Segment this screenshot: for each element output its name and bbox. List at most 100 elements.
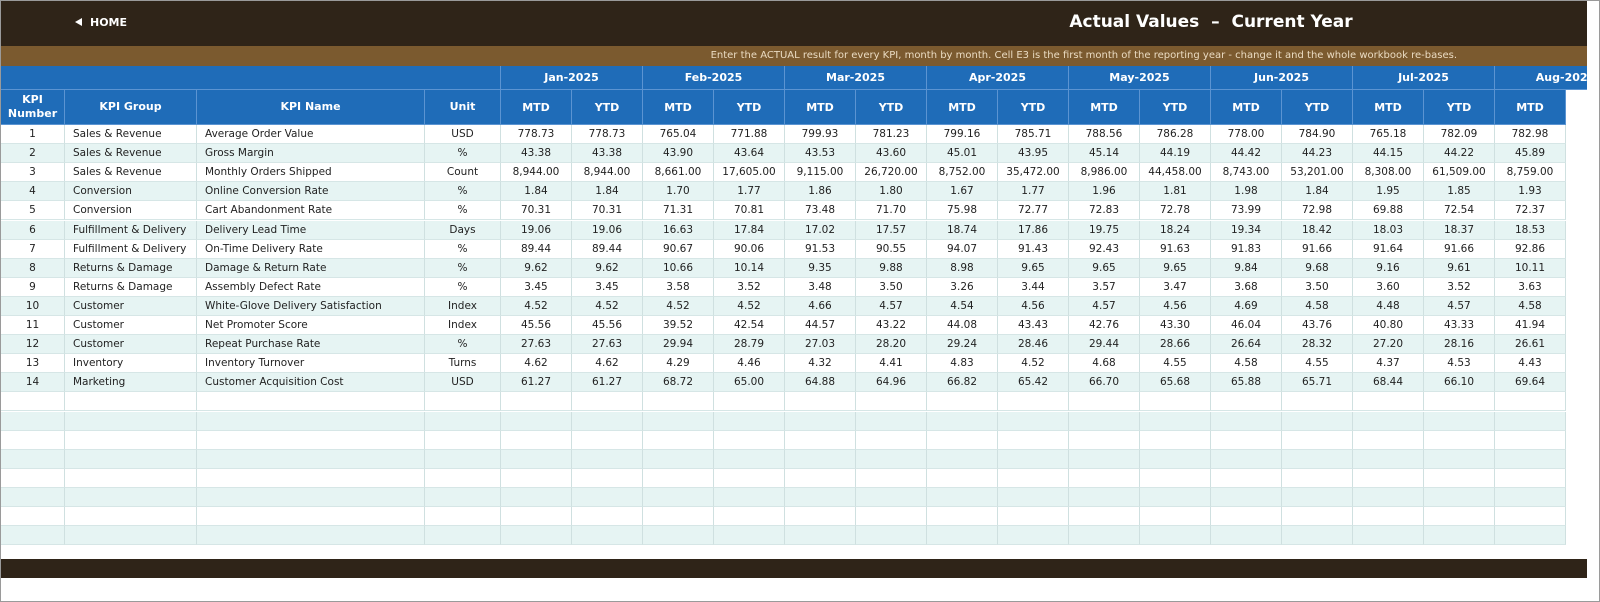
empty-cell [572, 487, 643, 507]
value-cell: 45.89 [1495, 144, 1566, 164]
value-cell: 765.04 [643, 125, 714, 145]
empty-cell [856, 526, 927, 546]
value-cell: 778.73 [501, 125, 572, 145]
home-button[interactable]: HOME [75, 16, 127, 29]
value-cell: 4.69 [1211, 296, 1282, 316]
value-cell: 72.37 [1495, 201, 1566, 221]
month-header: Aug-2025 [1495, 66, 1587, 90]
empty-cell [785, 411, 856, 431]
header-blank [1, 66, 501, 90]
value-cell: 1.84 [501, 182, 572, 202]
value-cell: 43.43 [998, 316, 1069, 336]
value-cell: 43.60 [856, 144, 927, 164]
empty-cell [643, 430, 714, 450]
value-cell: 18.53 [1495, 220, 1566, 240]
sub-header: MTD [785, 90, 856, 125]
value-cell: 4.56 [998, 296, 1069, 316]
value-cell: 8,759.00 [1495, 163, 1566, 183]
value-cell: 19.06 [501, 220, 572, 240]
month-header: Apr-2025 [927, 66, 1069, 90]
label-cell: % [425, 239, 501, 259]
value-cell: 8,743.00 [1211, 163, 1282, 183]
value-cell: 91.63 [1140, 239, 1211, 259]
sub-header: YTD [572, 90, 643, 125]
value-cell: 3.52 [1424, 277, 1495, 297]
value-cell: 1.95 [1353, 182, 1424, 202]
value-cell: 17.57 [856, 220, 927, 240]
value-cell: 9.16 [1353, 258, 1424, 278]
empty-cell [1353, 411, 1424, 431]
value-cell: 29.44 [1069, 335, 1140, 355]
empty-cell [1140, 392, 1211, 412]
value-cell: 68.72 [643, 373, 714, 393]
label-cell: Returns & Damage [65, 258, 197, 278]
empty-cell [1140, 430, 1211, 450]
value-cell: 91.43 [998, 239, 1069, 259]
empty-cell [856, 507, 927, 527]
value-cell: 18.03 [1353, 220, 1424, 240]
value-cell: 66.70 [1069, 373, 1140, 393]
empty-cell [1282, 449, 1353, 469]
label-cell: 7 [1, 239, 65, 259]
value-cell: 4.53 [1424, 354, 1495, 374]
value-cell: 43.53 [785, 144, 856, 164]
value-cell: 41.94 [1495, 316, 1566, 336]
empty-cell [1140, 449, 1211, 469]
empty-cell [425, 430, 501, 450]
empty-cell [856, 449, 927, 469]
value-cell: 94.07 [927, 239, 998, 259]
value-cell: 72.98 [1282, 201, 1353, 221]
empty-cell [572, 526, 643, 546]
value-cell: 4.52 [572, 296, 643, 316]
label-cell: % [425, 277, 501, 297]
label-cell: Average Order Value [197, 125, 425, 145]
label-cell: USD [425, 373, 501, 393]
empty-cell [1282, 487, 1353, 507]
empty-cell [714, 507, 785, 527]
empty-cell [1424, 392, 1495, 412]
empty-cell [856, 430, 927, 450]
empty-cell [714, 468, 785, 488]
value-cell: 4.57 [1069, 296, 1140, 316]
month-header: Jun-2025 [1211, 66, 1353, 90]
value-cell: 70.31 [501, 201, 572, 221]
empty-cell [785, 507, 856, 527]
value-cell: 3.45 [501, 277, 572, 297]
value-cell: 765.18 [1353, 125, 1424, 145]
sub-header: MTD [1069, 90, 1140, 125]
value-cell: 69.88 [1353, 201, 1424, 221]
value-cell: 91.66 [1282, 239, 1353, 259]
value-cell: 65.42 [998, 373, 1069, 393]
value-cell: 1.84 [1282, 182, 1353, 202]
value-cell: 10.66 [643, 258, 714, 278]
value-cell: 3.44 [998, 277, 1069, 297]
value-cell: 1.84 [572, 182, 643, 202]
value-cell: 9,115.00 [785, 163, 856, 183]
value-cell: 65.71 [1282, 373, 1353, 393]
label-cell: Returns & Damage [65, 277, 197, 297]
value-cell: 71.31 [643, 201, 714, 221]
value-cell: 65.68 [1140, 373, 1211, 393]
value-cell: 69.64 [1495, 373, 1566, 393]
label-cell: % [425, 201, 501, 221]
empty-cell [785, 526, 856, 546]
label-cell: 9 [1, 277, 65, 297]
label-cell: Count [425, 163, 501, 183]
value-cell: 4.55 [1140, 354, 1211, 374]
value-cell: 4.55 [1282, 354, 1353, 374]
label-cell: Customer Acquisition Cost [197, 373, 425, 393]
value-cell: 785.71 [998, 125, 1069, 145]
value-cell: 43.38 [501, 144, 572, 164]
empty-cell [1069, 392, 1140, 412]
empty-cell [927, 392, 998, 412]
empty-cell [501, 468, 572, 488]
sub-header: YTD [856, 90, 927, 125]
empty-cell [927, 487, 998, 507]
label-cell: 11 [1, 316, 65, 336]
value-cell: 8,308.00 [1353, 163, 1424, 183]
value-cell: 4.62 [572, 354, 643, 374]
value-cell: 17,605.00 [714, 163, 785, 183]
value-cell: 27.63 [501, 335, 572, 355]
empty-cell [643, 392, 714, 412]
